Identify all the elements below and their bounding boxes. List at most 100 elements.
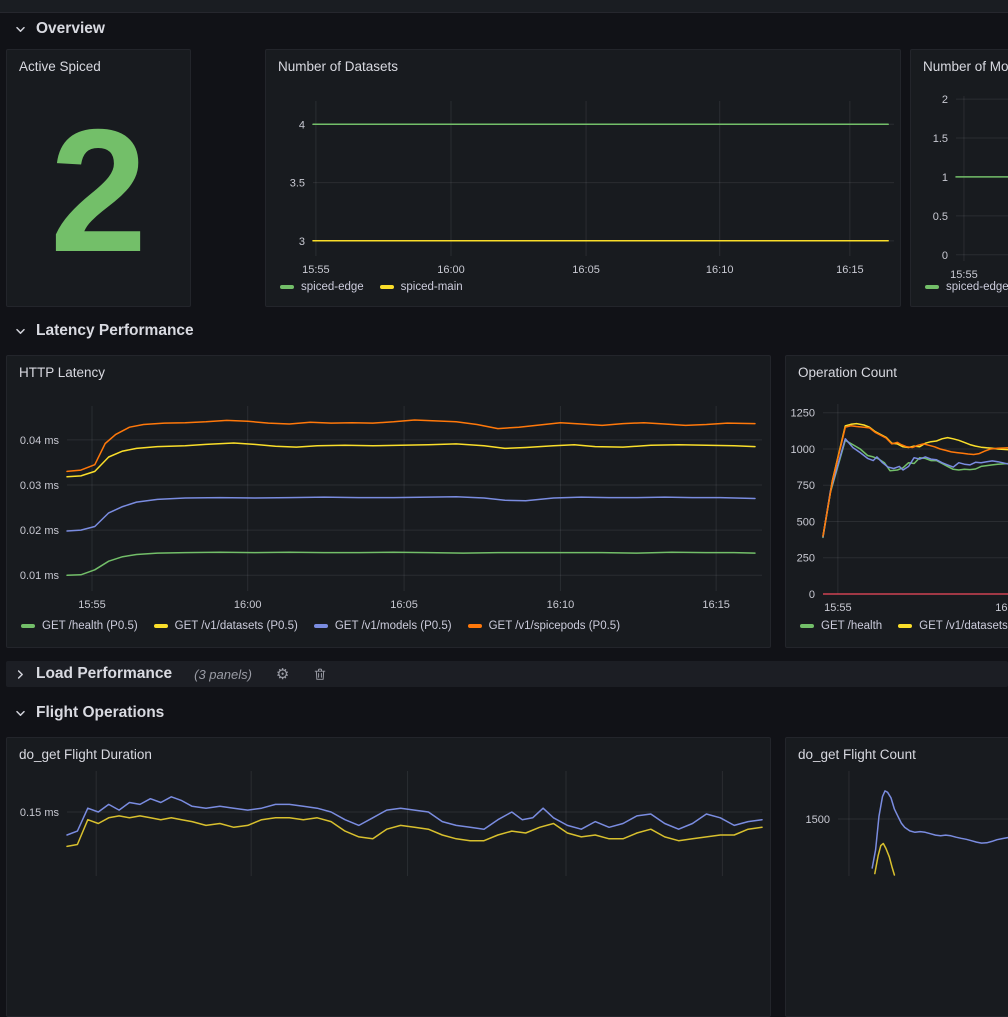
panel-number-of-datasets: Number of Datasets 15:55 16:00 16:05 16:10 1… <box>265 49 901 307</box>
chart-legend: GET /health (P0.5) GET /v1/datasets (P0.5… <box>21 620 620 632</box>
y-axis-tick-label: 1 <box>942 172 948 184</box>
row-delete-button[interactable] <box>313 667 327 682</box>
section-row-load-performance[interactable]: Load Performance (3 panels) ⚙ <box>6 661 1008 687</box>
time-series-chart[interactable]: 0.15 ms <box>17 766 763 896</box>
panel-http-latency: HTTP Latency 15:55 16:00 16:05 16:10 16:15 0.… <box>6 355 771 648</box>
series-line <box>871 790 1008 869</box>
series-line <box>822 422 1008 537</box>
legend-label: GET /health <box>821 620 883 632</box>
series-line <box>66 419 756 473</box>
time-series-chart[interactable]: 1500 <box>794 766 1008 896</box>
time-series-chart[interactable]: 15:55 16:00 16:05 16:10 16:15 3 3.5 4 <box>276 96 894 281</box>
x-axis-tick-label: 16:10 <box>706 264 734 276</box>
section-title-latency-performance: Latency Performance <box>36 322 194 339</box>
panel-do-get-flight-duration: do_get Flight Duration 0.15 ms <box>6 737 771 1017</box>
y-axis-tick-label: 0 <box>809 589 815 601</box>
y-axis-tick-label: 0.15 ms <box>20 807 60 819</box>
panel-title[interactable]: do_get Flight Duration <box>19 747 152 762</box>
y-axis-tick-label: 3 <box>299 236 305 248</box>
x-axis-tick-label: 15:55 <box>950 269 978 281</box>
section-title-flight-operations: Flight Operations <box>36 704 165 721</box>
x-axis-tick-label: 15:55 <box>78 599 106 611</box>
legend-swatch <box>153 624 168 628</box>
x-axis-tick-label: 16:15 <box>702 599 730 611</box>
legend-label: GET /v1/datasets <box>919 620 1008 632</box>
chevron-right-icon <box>17 669 23 679</box>
legend-item[interactable]: GET /health (P0.5) <box>21 620 138 632</box>
chart-legend: spiced-edge spiced-main <box>280 281 463 293</box>
series-line <box>66 796 763 836</box>
y-axis-tick-label: 0.03 ms <box>20 480 60 492</box>
legend-label: GET /v1/datasets (P0.5) <box>174 620 298 632</box>
chart-legend: spiced-edge <box>925 281 1008 293</box>
legend-label: spiced-edge <box>946 281 1008 293</box>
y-axis-tick-label: 2 <box>942 94 948 106</box>
series-line <box>66 551 756 576</box>
panel-title[interactable]: HTTP Latency <box>19 365 106 380</box>
x-axis-tick-label: 16:10 <box>547 599 575 611</box>
panel-title[interactable]: Active Spiced <box>19 59 101 74</box>
panel-title[interactable]: do_get Flight Count <box>798 747 916 762</box>
y-axis-tick-label: 0.5 <box>933 211 948 223</box>
top-bar <box>0 0 1008 13</box>
legend-swatch <box>313 624 328 628</box>
gear-icon: ⚙ <box>275 664 290 683</box>
legend-item[interactable]: spiced-main <box>379 281 463 293</box>
x-axis-tick-label: 15:55 <box>824 602 852 614</box>
y-axis-tick-label: 750 <box>797 480 815 492</box>
section-title-load-performance: Load Performance <box>36 665 173 682</box>
chevron-down-icon <box>16 328 25 334</box>
time-series-chart[interactable]: 15:55 16:00 16:05 16:10 16:15 0.01 ms 0.02 ms 0… <box>17 401 762 616</box>
y-axis-tick-label: 1250 <box>791 408 815 420</box>
row-panel-count: (3 panels) <box>194 666 252 682</box>
y-axis-tick-label: 1500 <box>806 814 830 826</box>
legend-item[interactable]: spiced-edge <box>280 281 364 293</box>
section-row-flight-operations[interactable]: Flight Operations <box>14 701 164 725</box>
legend-swatch <box>467 624 482 628</box>
legend-swatch <box>925 285 939 289</box>
y-axis-tick-label: 1.5 <box>933 133 948 145</box>
x-axis-tick-label: 16:00 <box>234 599 262 611</box>
panel-operation-count: Operation Count 15:55 16:00 0 250 500 750 1000… <box>785 355 1008 648</box>
panel-title[interactable]: Number of Datasets <box>278 59 399 74</box>
legend-label: GET /v1/models (P0.5) <box>334 620 452 632</box>
trash-icon <box>315 668 326 680</box>
time-series-chart[interactable]: 15:550 0.5 1 1.5 2 <box>921 91 1008 286</box>
chevron-down-icon <box>16 710 25 716</box>
x-axis-tick-label: 16:00 <box>437 264 465 276</box>
panel-active-spiced: Active Spiced 2 <box>6 49 191 307</box>
legend-swatch <box>898 624 913 628</box>
series-line <box>66 442 756 478</box>
series-line <box>874 842 896 876</box>
legend-label: spiced-main <box>400 281 463 293</box>
x-axis-tick-label: 16:00 <box>995 602 1008 614</box>
section-row-latency-performance[interactable]: Latency Performance <box>14 319 194 343</box>
row-settings-button[interactable]: ⚙ <box>275 664 290 683</box>
legend-label: spiced-edge <box>301 281 364 293</box>
panel-title[interactable]: Number of Models <box>923 59 1008 74</box>
legend-item[interactable]: GET /v1/datasets <box>898 620 1008 632</box>
series-line <box>822 439 1008 539</box>
series-line <box>66 495 756 532</box>
legend-label: GET /health (P0.5) <box>42 620 138 632</box>
y-axis-tick-label: 4 <box>299 119 305 131</box>
series-line <box>822 438 1008 538</box>
legend-item[interactable]: GET /v1/spicepods (P0.5) <box>467 620 620 632</box>
y-axis-tick-label: 500 <box>797 516 815 528</box>
y-axis-tick-label: 0.02 ms <box>20 525 60 537</box>
legend-item[interactable]: GET /v1/datasets (P0.5) <box>153 620 298 632</box>
section-row-overview[interactable]: Overview <box>14 17 105 41</box>
time-series-chart[interactable]: 15:55 16:00 0 250 500 750 1000 1250 <box>791 399 1008 619</box>
panel-number-of-models: Number of Models 15:550 0.5 1 1.5 2 spiced-e… <box>910 49 1008 307</box>
legend-item[interactable]: GET /health <box>800 620 882 632</box>
chevron-down-icon <box>16 26 25 32</box>
legend-swatch <box>280 285 294 289</box>
y-axis-tick-label: 0 <box>942 250 948 262</box>
legend-swatch <box>379 285 394 289</box>
panel-title[interactable]: Operation Count <box>798 365 898 380</box>
y-axis-tick-label: 250 <box>797 553 815 565</box>
legend-swatch <box>800 624 814 628</box>
legend-item[interactable]: GET /v1/models (P0.5) <box>313 620 452 632</box>
legend-item[interactable]: spiced-edge <box>925 281 1008 293</box>
series-line <box>822 425 1008 537</box>
